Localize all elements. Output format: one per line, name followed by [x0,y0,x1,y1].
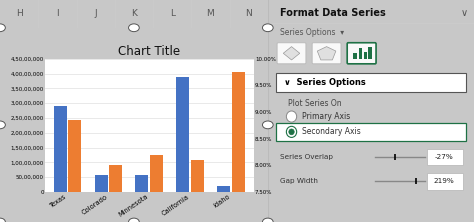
Bar [54,106,67,192]
Bar [94,175,108,192]
FancyBboxPatch shape [276,73,466,92]
Bar [364,52,367,59]
Bar [150,155,163,222]
Circle shape [0,218,5,222]
Text: Series Overlap: Series Overlap [280,153,333,160]
Text: K: K [131,9,137,18]
Text: J: J [94,9,97,18]
Bar [109,165,122,222]
FancyBboxPatch shape [427,149,463,165]
Text: I: I [56,9,59,18]
Text: M: M [207,9,214,18]
FancyBboxPatch shape [276,123,466,141]
Circle shape [289,129,294,135]
Polygon shape [317,47,336,60]
Bar [368,47,372,59]
Text: ∨: ∨ [461,8,468,18]
Circle shape [263,121,273,129]
Text: H: H [16,9,22,18]
Title: Chart Title: Chart Title [118,45,181,58]
Text: -27%: -27% [435,153,454,160]
FancyBboxPatch shape [347,43,376,64]
Bar [232,72,245,222]
Circle shape [128,218,139,222]
Bar [68,120,82,222]
Circle shape [0,121,5,129]
Text: L: L [170,9,174,18]
Text: ∨  Series Options: ∨ Series Options [284,78,366,87]
Circle shape [128,24,139,32]
Circle shape [0,24,5,32]
FancyBboxPatch shape [312,43,341,64]
Text: Format Data Series: Format Data Series [280,8,386,18]
Text: Secondary Axis: Secondary Axis [302,127,361,136]
Text: 219%: 219% [434,178,455,184]
Text: Gap Width: Gap Width [280,178,318,184]
Circle shape [263,24,273,32]
Circle shape [286,126,297,137]
Polygon shape [283,47,300,60]
Circle shape [286,111,297,122]
Text: N: N [246,9,252,18]
Bar [358,48,362,59]
Bar [176,77,190,192]
Bar [354,53,357,59]
FancyBboxPatch shape [277,43,306,64]
FancyBboxPatch shape [427,173,463,190]
Bar [217,186,230,192]
Text: Plot Series On: Plot Series On [288,99,342,108]
Text: Primary Axis: Primary Axis [302,112,350,121]
Text: Series Options  ▾: Series Options ▾ [280,28,344,37]
Bar [191,160,204,222]
Bar [136,175,148,192]
Circle shape [263,218,273,222]
